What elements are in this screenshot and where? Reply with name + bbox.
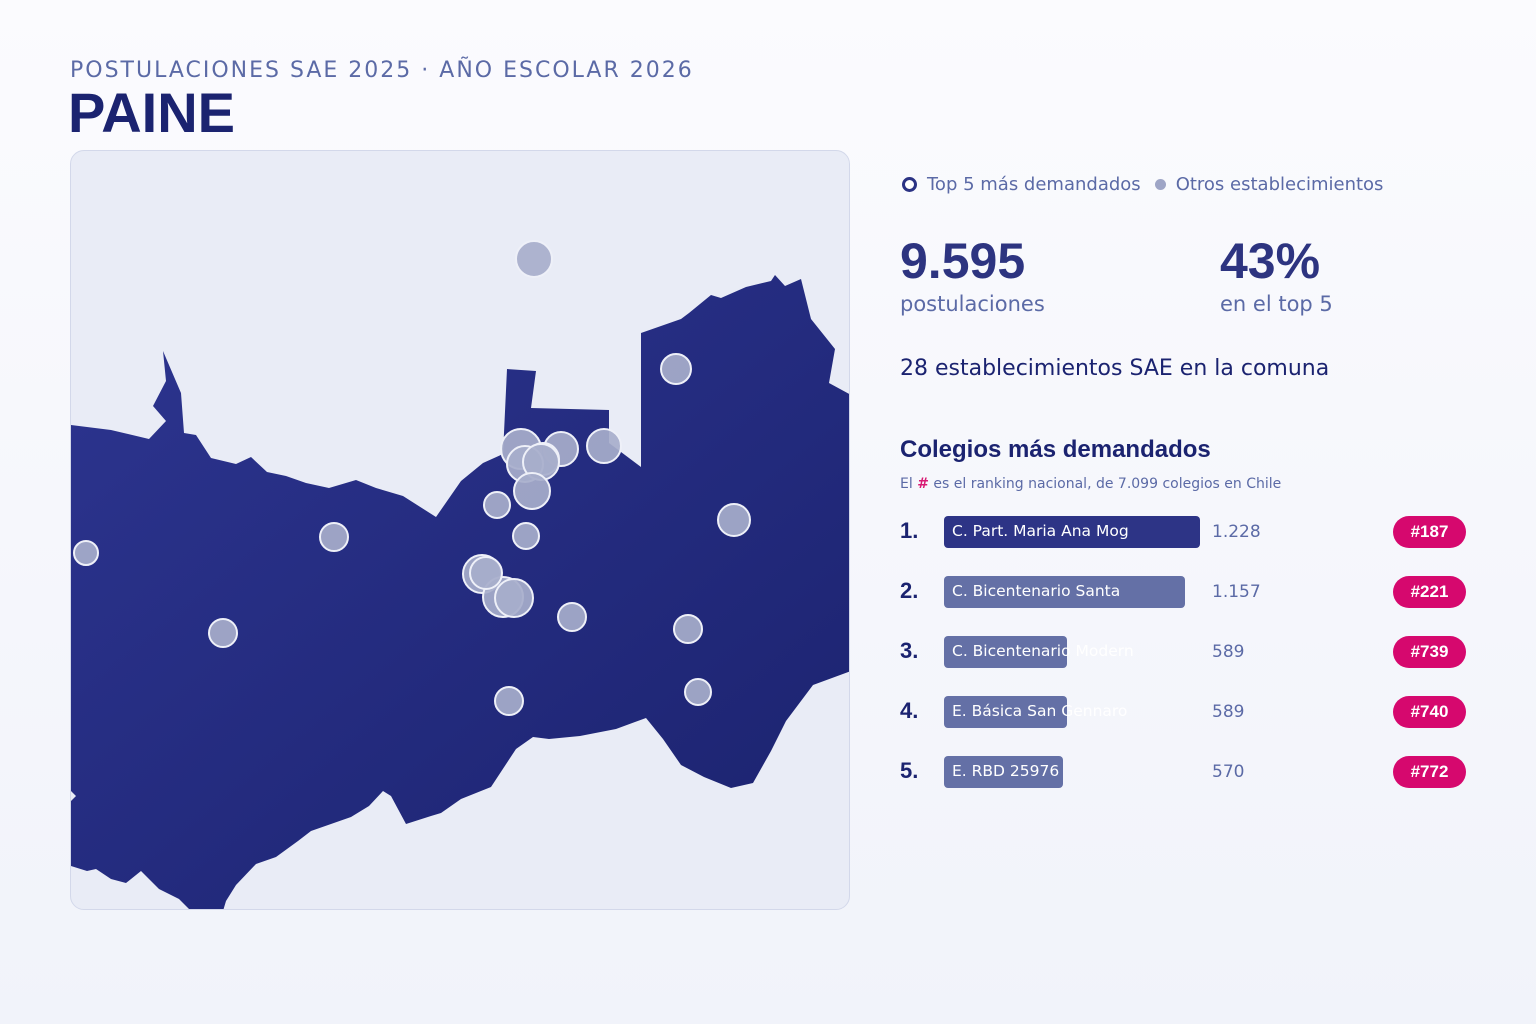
- postulaciones-value: 9.595: [900, 233, 1026, 289]
- ranking-title: Colegios más demandados: [900, 436, 1211, 463]
- demand-bar: [944, 696, 1067, 728]
- school-marker[interactable]: [512, 522, 540, 550]
- ranking-row[interactable]: 1. C. Part. Maria Ana Mog 1.228 #187: [900, 516, 1480, 548]
- postulaciones-label: postulaciones: [900, 292, 1045, 316]
- school-marker[interactable]: [673, 614, 703, 644]
- school-marker[interactable]: [494, 686, 524, 716]
- school-marker[interactable]: [483, 491, 511, 519]
- national-rank-badge: #740: [1393, 696, 1466, 728]
- school-marker[interactable]: [513, 472, 551, 510]
- schools-count-summary: 28 establecimientos SAE en la comuna: [900, 356, 1330, 381]
- page-subtitle: POSTULACIONES SAE 2025 · AÑO ESCOLAR 202…: [70, 58, 694, 83]
- top5-share-value: 43%: [1220, 233, 1321, 289]
- applications-value: 589: [1212, 702, 1245, 722]
- applications-value: 570: [1212, 762, 1245, 782]
- school-markers[interactable]: [73, 240, 751, 716]
- school-marker[interactable]: [684, 678, 712, 706]
- ranking-note-suffix: es el ranking nacional, de 7.099 colegio…: [933, 476, 1282, 492]
- rank-number: 4.: [900, 698, 919, 723]
- ranking-row[interactable]: 4. E. Básica San Gennaro 589 #740: [900, 696, 1480, 728]
- demand-bar: [944, 756, 1063, 788]
- school-marker[interactable]: [557, 602, 587, 632]
- page-title: PAINE: [68, 81, 235, 144]
- top5-share-label: en el top 5: [1220, 292, 1333, 316]
- top5-ring-icon: [902, 177, 917, 192]
- applications-value: 589: [1212, 642, 1245, 662]
- school-marker[interactable]: [469, 556, 503, 590]
- legend-top5-label: Top 5 más demandados: [927, 174, 1141, 195]
- commune-boundary: [71, 275, 849, 909]
- ranking-note: El # es el ranking nacional, de 7.099 co…: [900, 476, 1281, 492]
- applications-value: 1.157: [1212, 582, 1261, 602]
- school-marker[interactable]: [494, 578, 534, 618]
- demand-bar: [944, 636, 1067, 668]
- rank-number: 2.: [900, 578, 919, 603]
- school-name: C. Bicentenario Modern: [952, 642, 1134, 660]
- national-rank-badge: #187: [1393, 516, 1466, 548]
- others-dot-icon: [1154, 179, 1166, 190]
- commune-map[interactable]: [71, 151, 850, 910]
- school-marker[interactable]: [73, 540, 99, 566]
- ranking-row[interactable]: 2. C. Bicentenario Santa 1.157 #221: [900, 576, 1480, 608]
- school-name: C. Bicentenario Santa: [952, 582, 1121, 600]
- applications-value: 1.228: [1212, 522, 1261, 542]
- national-rank-badge: #739: [1393, 636, 1466, 668]
- ranking-row[interactable]: 5. E. RBD 25976 570 #772: [900, 756, 1480, 788]
- school-marker[interactable]: [319, 522, 349, 552]
- school-name: E. Básica San Gennaro: [952, 702, 1128, 720]
- ranking-row[interactable]: 3. C. Bicentenario Modern 589 #739: [900, 636, 1480, 668]
- map-panel[interactable]: [70, 150, 850, 910]
- school-marker[interactable]: [208, 618, 238, 648]
- school-marker[interactable]: [586, 428, 622, 464]
- national-rank-badge: #772: [1393, 756, 1466, 788]
- school-marker[interactable]: [660, 353, 692, 385]
- demand-bar: [944, 576, 1185, 608]
- ranking-note-prefix: El: [900, 476, 913, 492]
- national-rank-badge: #221: [1393, 576, 1466, 608]
- legend-others-label: Otros establecimientos: [1175, 174, 1384, 195]
- school-name: C. Part. Maria Ana Mog: [952, 522, 1129, 540]
- school-marker[interactable]: [515, 240, 553, 278]
- map-legend: Top 5 más demandados Otros establecimien…: [902, 174, 1383, 195]
- school-name: E. RBD 25976: [952, 762, 1060, 780]
- rank-number: 1.: [900, 518, 919, 543]
- demand-bar: [944, 516, 1200, 548]
- ranking-note-hash: #: [917, 476, 929, 492]
- school-marker[interactable]: [717, 503, 751, 537]
- rank-number: 5.: [900, 758, 919, 783]
- rank-number: 3.: [900, 638, 919, 663]
